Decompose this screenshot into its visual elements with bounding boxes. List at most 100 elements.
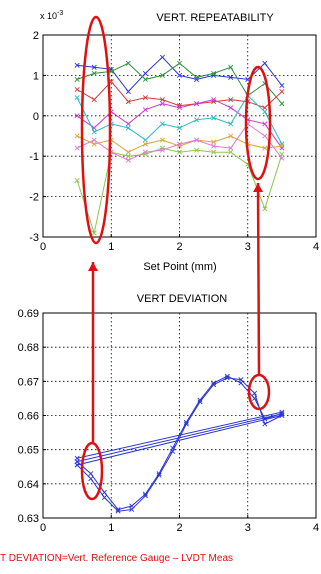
repeatability-x-tick-label: 1 [108, 241, 114, 253]
repeatability-scale-label: x 10-3 [40, 10, 63, 21]
repeatability-y-tick-label: 0 [33, 111, 39, 123]
deviation-y-tick-label: 0.66 [18, 411, 39, 423]
repeatability-data-point [211, 149, 217, 155]
repeatability-data-point [279, 143, 285, 149]
repeatability-data-point [125, 89, 131, 95]
repeatability-data-point [74, 95, 80, 101]
repeatability-data-point [194, 74, 200, 80]
repeatability-y-tick-label: -3 [29, 232, 39, 244]
deviation-data-point [101, 494, 107, 501]
deviation-data-point [142, 491, 148, 497]
repeatability-data-point [176, 149, 183, 155]
deviation-data-point [197, 399, 203, 405]
repeatability-data-point [91, 70, 97, 76]
repeatability-data-point [228, 149, 234, 155]
deviation-x-tick-label: 0 [40, 522, 46, 534]
deviation-x-tick-label: 4 [313, 522, 319, 534]
repeatability-data-point [228, 145, 234, 151]
repeatability-x-tick-label: 3 [245, 241, 251, 253]
deviation-data-point [88, 471, 94, 477]
repeatability-y-tick-label: -2 [29, 192, 39, 204]
repeatability-data-point [125, 99, 131, 105]
deviation-to-repeatability-arrow-right-head [253, 183, 264, 193]
repeatability-data-point [159, 72, 165, 78]
deviation-data-point [224, 375, 230, 381]
repeatability-data-point [211, 70, 217, 76]
deviation-to-repeatability-arrow-right [256, 182, 261, 375]
repeatability-data-point [91, 137, 97, 143]
deviation-x-tick-label: 1 [108, 522, 114, 534]
deviation-data-point [88, 476, 94, 482]
deviation-data-point [279, 411, 285, 417]
repeatability-data-point [159, 97, 165, 103]
repeatability-data-point [125, 153, 131, 159]
deviation-data-point [101, 489, 107, 495]
repeatability-data-point [108, 68, 114, 74]
repeatability-data-point [194, 137, 200, 143]
deviation-series-line [76, 413, 283, 463]
repeatability-data-point [211, 115, 217, 121]
repeatability-data-point [228, 121, 234, 127]
repeatability-data-point [176, 72, 183, 78]
deviation-data-point [262, 421, 268, 427]
deviation-x-tick-label: 2 [176, 522, 182, 534]
deviation-y-tick-label: 0.67 [18, 376, 39, 388]
repeatability-data-point [91, 141, 97, 147]
repeatability-data-point [176, 60, 183, 66]
repeatability-data-point [74, 133, 80, 139]
deviation-data-point [279, 412, 285, 419]
repeatability-data-point [279, 101, 285, 107]
repeatability-data-point [142, 107, 148, 113]
deviation-y-tick-label: 0.65 [18, 445, 39, 457]
repeatability-data-point [211, 97, 217, 103]
repeatability-data-point [194, 117, 200, 123]
deviation-series-line [76, 411, 283, 459]
repeatability-data-point [176, 105, 183, 111]
repeatability-data-point [159, 137, 165, 143]
repeatability-data-point [262, 206, 268, 212]
repeatability-data-point [91, 97, 97, 103]
repeatability-data-point [228, 133, 234, 139]
repeatability-data-point [142, 137, 148, 143]
repeatability-data-point [194, 76, 200, 82]
repeatability-data-point [142, 76, 148, 82]
repeatability-x-axis-label: Set Point (mm) [143, 261, 216, 273]
repeatability-data-point [159, 101, 165, 107]
repeatability-data-point [91, 64, 97, 70]
repeatability-data-point [74, 145, 80, 151]
deviation-left-ellipse [80, 441, 104, 501]
repeatability-data-point [159, 54, 165, 60]
repeatability-data-point [125, 121, 131, 127]
repeatability-x-tick-label: 4 [313, 241, 319, 253]
repeatability-data-point [262, 145, 268, 151]
deviation-data-point [74, 462, 80, 468]
deviation-data-point [156, 472, 162, 478]
deviation-right-ellipse [247, 373, 271, 411]
deviation-data-point [129, 506, 135, 512]
repeatability-data-point [262, 133, 268, 139]
deviation-to-repeatability-arrow-left-head [88, 262, 98, 271]
repeatability-right-ellipse [244, 65, 272, 181]
deviation-series-line [76, 415, 283, 466]
deviation-data-point [183, 421, 189, 427]
repeatability-data-point [125, 60, 131, 66]
repeatability-ticks: 0 1 2 3 4 -3 -2 -1 0 1 2 [29, 30, 319, 253]
deviation-chart: VERT DEVIATION 0 1 2 3 4 0.63 0.64 0.65 0.66 0.67… [18, 293, 319, 534]
deviation-data-point [142, 493, 148, 499]
deviation-data-point [197, 397, 203, 403]
deviation-data-point [115, 508, 121, 514]
deviation-title: VERT DEVIATION [137, 293, 228, 305]
repeatability-data-point [125, 157, 131, 163]
repeatability-data-point [142, 95, 148, 101]
repeatability-data-point [211, 143, 217, 149]
repeatability-data-point [262, 105, 268, 111]
repeatability-chart: VERT. REPEATABILITY x 10-3 0 1 2 3 4 -3 -2 -1 0 1… [29, 10, 319, 273]
repeatability-data-point [228, 97, 234, 103]
repeatability-data-point [176, 141, 183, 147]
repeatability-data-point [91, 129, 97, 135]
repeatability-data-point [228, 74, 234, 80]
deviation-data-point [170, 448, 176, 454]
deviation-y-tick-label: 0.68 [18, 342, 39, 354]
repeatability-data-point [159, 147, 165, 153]
